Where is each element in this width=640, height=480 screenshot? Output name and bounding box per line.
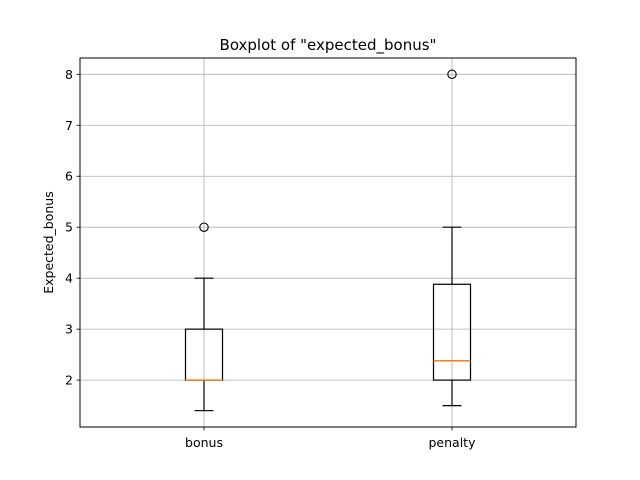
iqr-box bbox=[432, 283, 472, 381]
chart-title: Boxplot of "expected_bonus" bbox=[220, 36, 437, 55]
y-tick-label: 2 bbox=[65, 373, 73, 388]
y-tick-label: 7 bbox=[65, 118, 73, 133]
y-tick-label: 6 bbox=[65, 169, 73, 184]
outlier-point bbox=[199, 222, 209, 232]
y-tick-label: 3 bbox=[65, 322, 73, 337]
y-tick-label: 5 bbox=[65, 220, 73, 235]
outlier-point bbox=[447, 69, 457, 80]
x-tick-label: bonus bbox=[185, 435, 223, 450]
y-tick-label: 8 bbox=[65, 67, 73, 82]
tick-layer: 2 3 4 5 6 7 8 bonus penalty bbox=[65, 67, 476, 450]
box-group-bonus bbox=[184, 222, 224, 412]
x-tick-label: penalty bbox=[429, 435, 477, 450]
box-group-penalty bbox=[432, 69, 472, 407]
y-axis-label: Expected_bonus bbox=[41, 191, 56, 294]
y-tick-label: 4 bbox=[65, 271, 73, 286]
box-layer bbox=[184, 69, 472, 412]
plot-frame bbox=[79, 57, 577, 428]
